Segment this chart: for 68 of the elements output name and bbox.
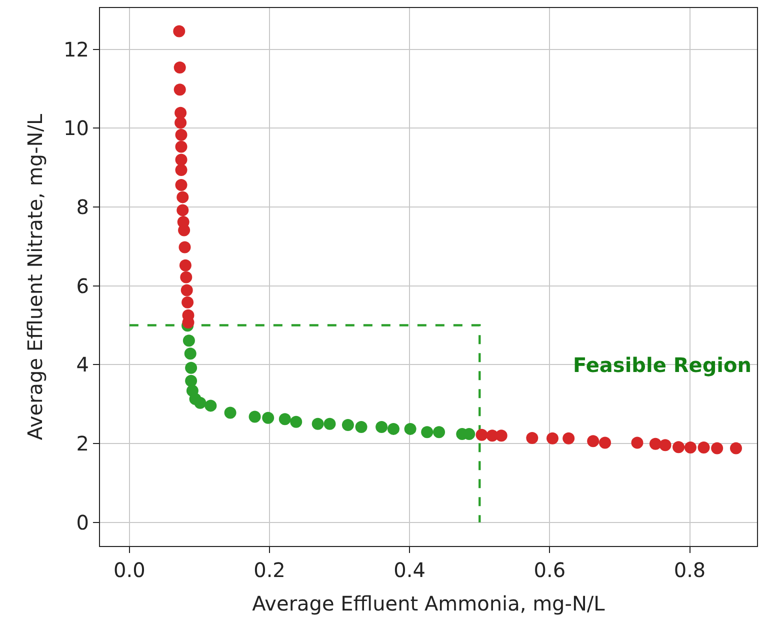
x-tick-label: 0.6 bbox=[534, 558, 566, 582]
point bbox=[175, 128, 188, 141]
point bbox=[175, 178, 188, 191]
point bbox=[546, 432, 558, 444]
point bbox=[185, 374, 198, 387]
point bbox=[182, 334, 195, 347]
point bbox=[672, 441, 685, 454]
point bbox=[342, 419, 354, 431]
point bbox=[659, 439, 672, 452]
point bbox=[631, 436, 644, 449]
point bbox=[175, 140, 188, 153]
point bbox=[204, 400, 217, 412]
point bbox=[174, 62, 186, 74]
x-axis-title: Average Effluent Ammonia, mg-N/L bbox=[252, 592, 606, 616]
point bbox=[184, 348, 196, 360]
point bbox=[376, 420, 388, 433]
y-tick-label: 4 bbox=[76, 352, 89, 377]
annotation: Feasible Region bbox=[573, 353, 752, 377]
y-axis-title: Average Effluent Nitrate, mg-N/L bbox=[23, 113, 48, 440]
point bbox=[224, 406, 236, 419]
point bbox=[562, 432, 575, 444]
point bbox=[262, 412, 274, 424]
point bbox=[176, 204, 189, 216]
point bbox=[185, 362, 198, 374]
point bbox=[476, 428, 488, 441]
point bbox=[387, 422, 400, 435]
point bbox=[526, 432, 538, 444]
point bbox=[179, 259, 192, 272]
point bbox=[176, 191, 189, 204]
point bbox=[312, 418, 324, 430]
point bbox=[421, 426, 434, 438]
point bbox=[180, 271, 192, 284]
y-tick-label: 2 bbox=[76, 432, 89, 456]
x-tick-label: 0.2 bbox=[254, 558, 286, 582]
point bbox=[178, 241, 191, 254]
point bbox=[684, 441, 696, 454]
y-tick-label: 10 bbox=[64, 116, 89, 140]
x-tick-label: 0.8 bbox=[674, 558, 706, 582]
y-tick-label: 6 bbox=[76, 274, 89, 298]
point bbox=[194, 396, 206, 409]
point bbox=[404, 422, 416, 435]
point bbox=[174, 106, 187, 119]
point bbox=[495, 430, 508, 442]
point bbox=[175, 154, 188, 166]
x-tick-label: 0.4 bbox=[394, 558, 426, 582]
point bbox=[173, 25, 186, 38]
point bbox=[711, 442, 724, 454]
point bbox=[698, 441, 710, 454]
y-tick-label: 12 bbox=[64, 37, 89, 62]
point bbox=[182, 296, 194, 308]
point bbox=[175, 164, 188, 176]
point bbox=[355, 420, 368, 433]
point bbox=[180, 284, 193, 296]
x-tick-label: 0.0 bbox=[114, 558, 146, 582]
point bbox=[324, 418, 336, 430]
point bbox=[433, 426, 446, 438]
point bbox=[730, 442, 742, 454]
point bbox=[587, 435, 600, 448]
point bbox=[278, 413, 291, 426]
y-tick-label: 8 bbox=[76, 195, 89, 220]
point bbox=[174, 84, 186, 96]
point bbox=[599, 436, 612, 449]
point bbox=[178, 224, 190, 236]
point bbox=[248, 410, 261, 423]
point bbox=[649, 438, 662, 450]
y-tick-label: 0 bbox=[76, 510, 89, 534]
point bbox=[290, 416, 302, 428]
point bbox=[174, 116, 187, 129]
